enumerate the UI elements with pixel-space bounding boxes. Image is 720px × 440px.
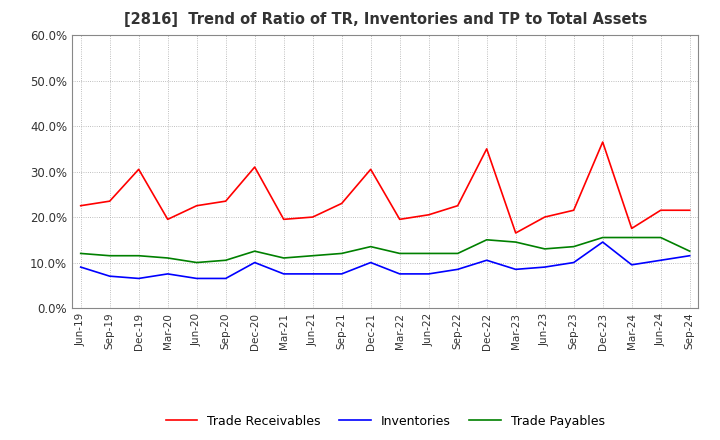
Line: Trade Payables: Trade Payables bbox=[81, 238, 690, 263]
Inventories bbox=[598, 239, 607, 245]
Trade Receivables bbox=[657, 208, 665, 213]
Trade Receivables bbox=[627, 226, 636, 231]
Inventories bbox=[685, 253, 694, 258]
Legend: Trade Receivables, Inventories, Trade Payables: Trade Receivables, Inventories, Trade Pa… bbox=[161, 410, 610, 433]
Inventories bbox=[251, 260, 259, 265]
Trade Receivables bbox=[135, 167, 143, 172]
Trade Payables bbox=[251, 249, 259, 254]
Trade Payables bbox=[395, 251, 404, 256]
Trade Receivables bbox=[221, 198, 230, 204]
Inventories bbox=[395, 271, 404, 276]
Inventories bbox=[627, 262, 636, 268]
Trade Payables bbox=[424, 251, 433, 256]
Trade Payables bbox=[163, 255, 172, 260]
Inventories bbox=[338, 271, 346, 276]
Inventories bbox=[541, 264, 549, 270]
Trade Payables bbox=[685, 249, 694, 254]
Trade Payables bbox=[657, 235, 665, 240]
Trade Receivables bbox=[511, 230, 520, 235]
Trade Receivables bbox=[366, 167, 375, 172]
Inventories bbox=[511, 267, 520, 272]
Inventories bbox=[424, 271, 433, 276]
Trade Receivables bbox=[570, 208, 578, 213]
Trade Payables bbox=[308, 253, 317, 258]
Trade Receivables bbox=[192, 203, 201, 209]
Inventories bbox=[135, 276, 143, 281]
Line: Inventories: Inventories bbox=[81, 242, 690, 279]
Inventories bbox=[163, 271, 172, 276]
Inventories bbox=[221, 276, 230, 281]
Trade Payables bbox=[221, 258, 230, 263]
Inventories bbox=[76, 264, 85, 270]
Inventories bbox=[454, 267, 462, 272]
Trade Receivables bbox=[395, 216, 404, 222]
Trade Receivables bbox=[482, 146, 491, 151]
Trade Payables bbox=[454, 251, 462, 256]
Trade Receivables bbox=[598, 139, 607, 145]
Trade Payables bbox=[192, 260, 201, 265]
Trade Payables bbox=[627, 235, 636, 240]
Trade Receivables bbox=[541, 214, 549, 220]
Title: [2816]  Trend of Ratio of TR, Inventories and TP to Total Assets: [2816] Trend of Ratio of TR, Inventories… bbox=[124, 12, 647, 27]
Trade Payables bbox=[598, 235, 607, 240]
Inventories bbox=[366, 260, 375, 265]
Trade Receivables bbox=[279, 216, 288, 222]
Trade Receivables bbox=[308, 214, 317, 220]
Trade Receivables bbox=[251, 165, 259, 170]
Inventories bbox=[308, 271, 317, 276]
Inventories bbox=[482, 258, 491, 263]
Trade Payables bbox=[338, 251, 346, 256]
Line: Trade Receivables: Trade Receivables bbox=[81, 142, 690, 233]
Inventories bbox=[192, 276, 201, 281]
Trade Receivables bbox=[424, 212, 433, 217]
Inventories bbox=[657, 258, 665, 263]
Trade Receivables bbox=[454, 203, 462, 209]
Trade Payables bbox=[366, 244, 375, 249]
Trade Receivables bbox=[76, 203, 85, 209]
Trade Payables bbox=[279, 255, 288, 260]
Trade Receivables bbox=[685, 208, 694, 213]
Inventories bbox=[279, 271, 288, 276]
Trade Receivables bbox=[338, 201, 346, 206]
Trade Payables bbox=[511, 239, 520, 245]
Trade Payables bbox=[541, 246, 549, 252]
Inventories bbox=[105, 274, 114, 279]
Trade Payables bbox=[76, 251, 85, 256]
Trade Payables bbox=[135, 253, 143, 258]
Inventories bbox=[570, 260, 578, 265]
Trade Payables bbox=[105, 253, 114, 258]
Trade Receivables bbox=[163, 216, 172, 222]
Trade Payables bbox=[570, 244, 578, 249]
Trade Payables bbox=[482, 237, 491, 242]
Trade Receivables bbox=[105, 198, 114, 204]
